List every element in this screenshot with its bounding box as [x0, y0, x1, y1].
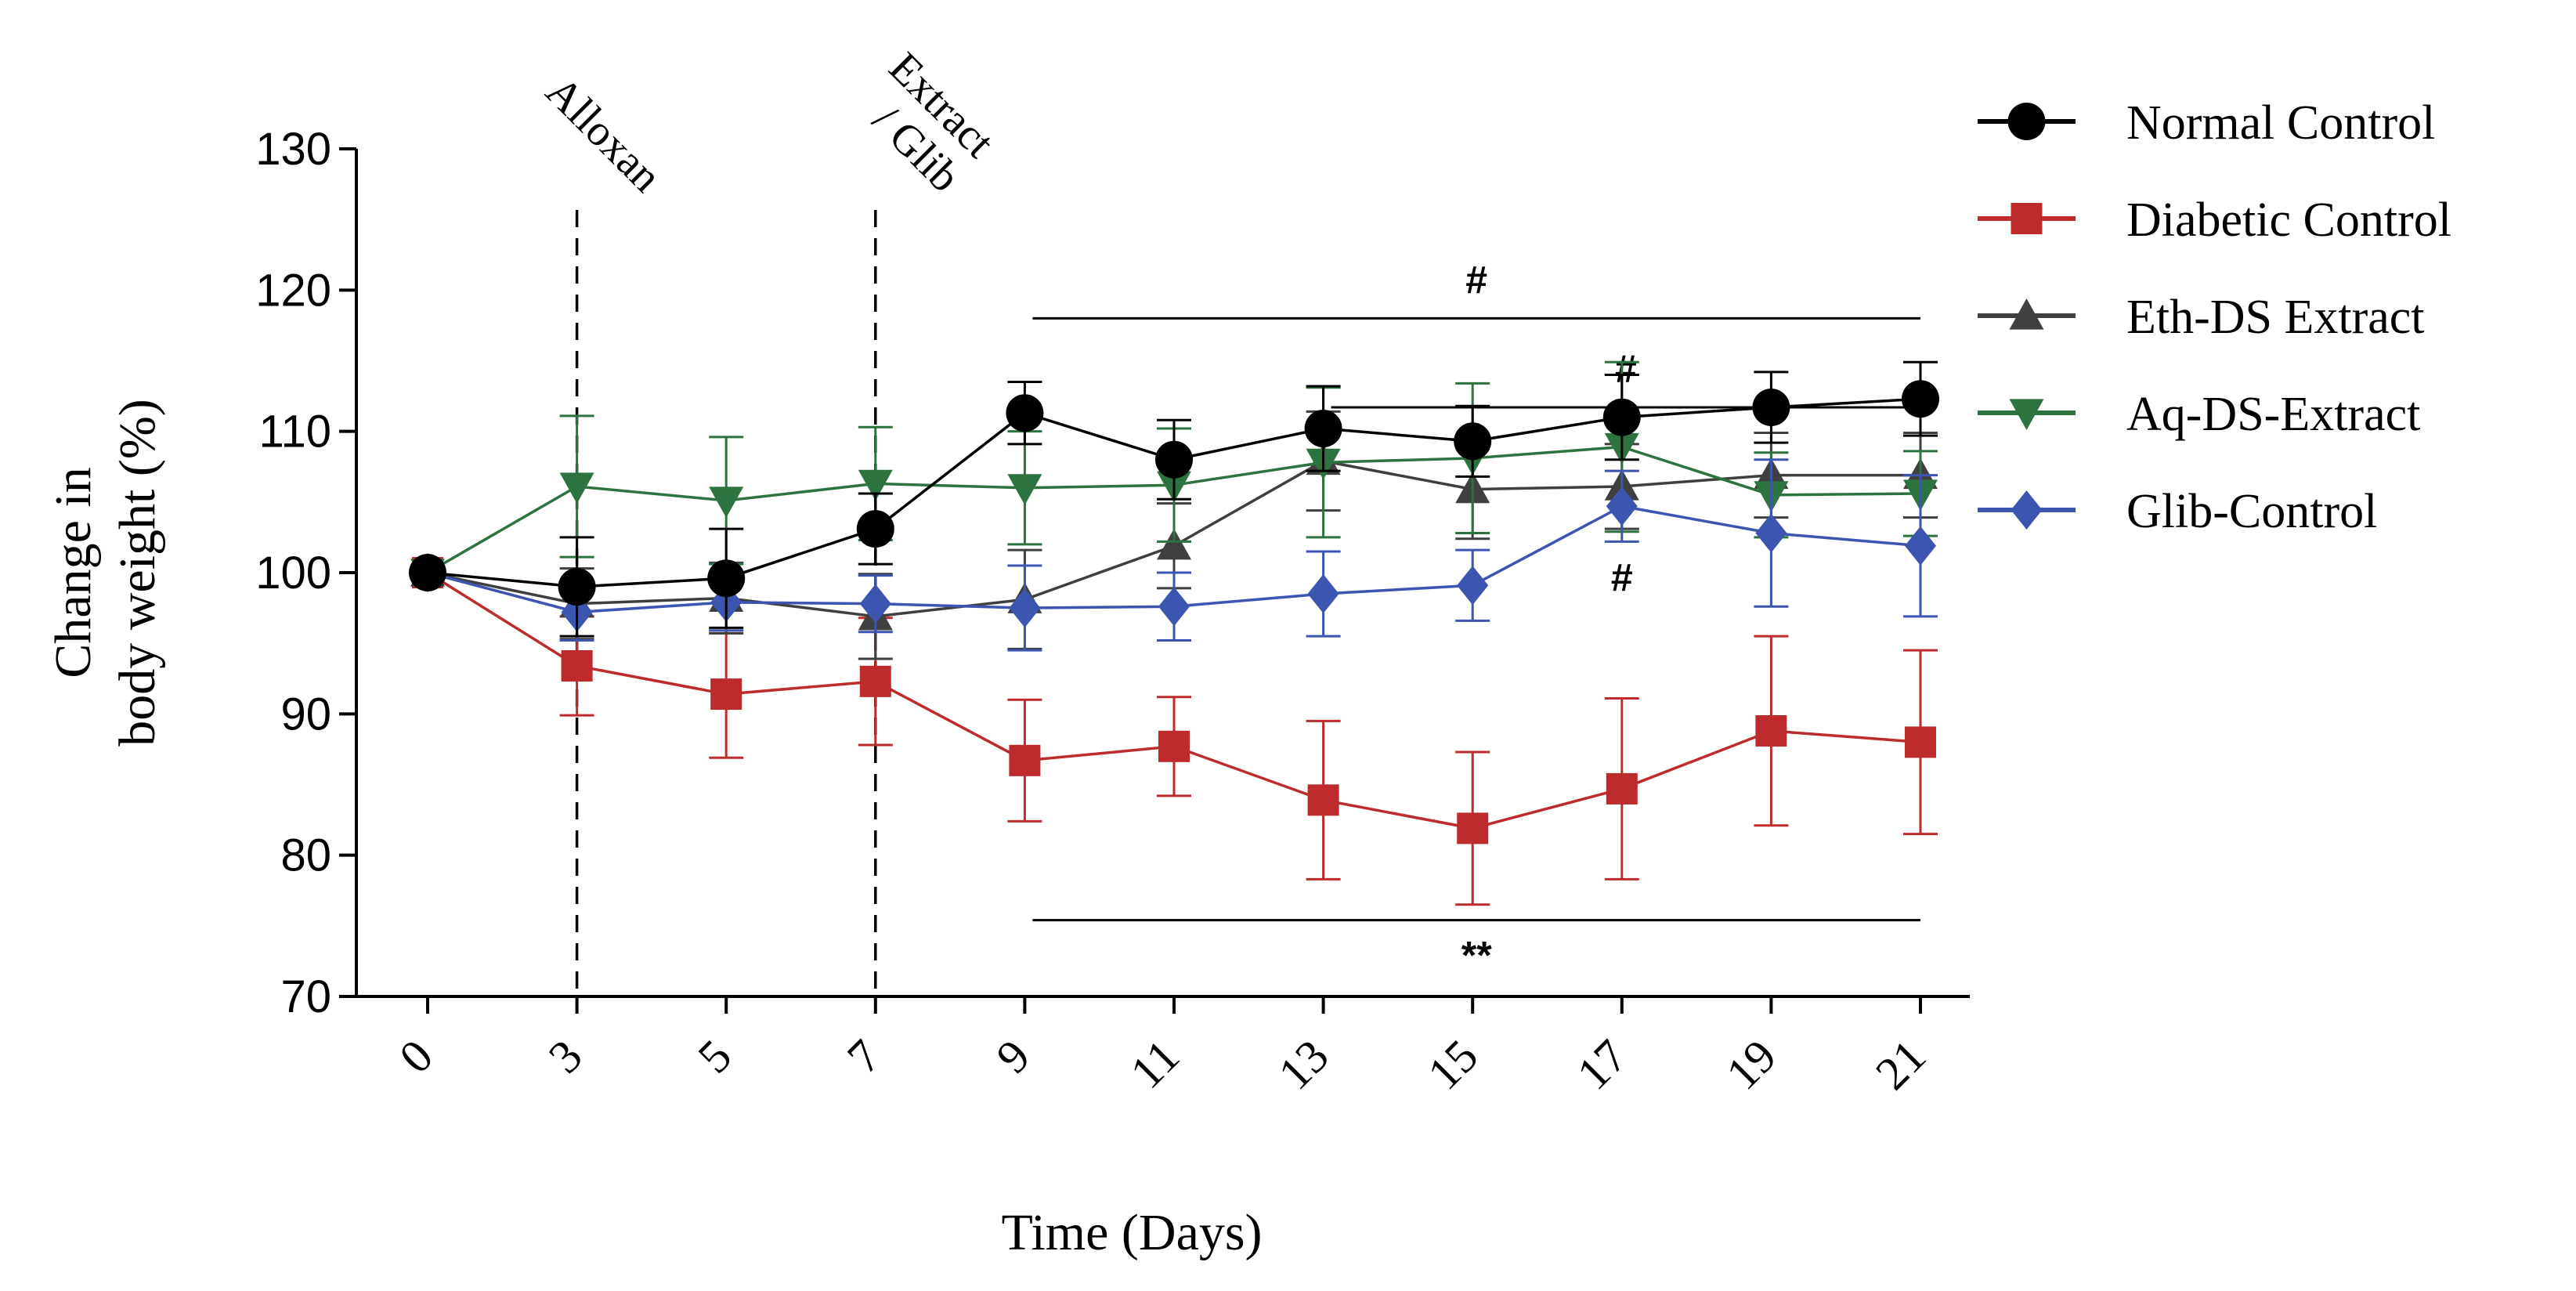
y-tick-label: 120	[255, 265, 331, 316]
legend-item: Diabetic Control	[1978, 193, 2451, 247]
legend-item: Aq-DS-Extract	[1978, 388, 2420, 441]
data-point	[1009, 744, 1041, 776]
data-point	[1157, 528, 1191, 560]
significance-label: #	[1615, 347, 1637, 391]
data-point	[1902, 380, 1939, 418]
legend-label: Aq-DS-Extract	[2126, 388, 2420, 441]
data-point	[709, 486, 744, 519]
significance-label: #	[1611, 555, 1633, 599]
legend-swatch-marker	[2009, 399, 2044, 430]
legend: Normal Control Diabetic Control Eth-DS Ext…	[1978, 96, 2451, 538]
legend-label: Diabetic Control	[2126, 193, 2451, 247]
data-point	[1457, 812, 1489, 844]
y-axis-title: Change in body weight (%)	[45, 399, 166, 747]
x-tick-label: 9	[987, 1030, 1040, 1083]
series-normal-control	[409, 360, 1939, 638]
data-point	[1307, 574, 1339, 614]
y-tick-label: 90	[280, 689, 331, 740]
y-tick-label: 100	[255, 548, 331, 598]
data-point	[559, 472, 594, 504]
data-point	[1755, 714, 1787, 747]
y-axis-title-line: body weight (%)	[109, 399, 166, 747]
vertical-marker-label: Extract/ Glib	[845, 43, 1003, 201]
legend-item: Eth-DS Extract	[1978, 291, 2425, 344]
data-point	[858, 469, 893, 501]
significance-annotations: # # # **	[1032, 258, 1920, 978]
data-point	[1307, 784, 1339, 816]
data-point	[1158, 587, 1190, 627]
x-tick-label: 15	[1418, 1030, 1487, 1100]
data-point	[710, 678, 742, 711]
data-point	[409, 554, 446, 591]
x-tick-label: 7	[837, 1030, 891, 1083]
data-point	[1006, 394, 1044, 432]
legend-label: Normal Control	[2126, 96, 2435, 150]
legend-swatch-marker	[2009, 298, 2044, 330]
data-point	[1606, 486, 1638, 526]
x-axis-title: Time (Days)	[1001, 1204, 1262, 1261]
plot-area	[409, 360, 1939, 906]
data-point	[1009, 588, 1041, 628]
legend-label: Glib-Control	[2126, 485, 2377, 538]
vertical-markers: Alloxan Extract/ Glib	[537, 43, 1004, 996]
data-point	[1602, 398, 1641, 436]
data-point	[1007, 474, 1042, 505]
data-point	[1905, 526, 1936, 566]
x-tick-label: 19	[1716, 1030, 1786, 1100]
legend-swatch-marker	[2011, 490, 2043, 530]
y-tick-label: 70	[280, 971, 331, 1022]
x-tick-label: 11	[1121, 1030, 1190, 1099]
data-point	[1606, 772, 1638, 805]
x-tick-label: 3	[539, 1030, 592, 1083]
data-point	[1905, 726, 1936, 758]
axes: 70 80 90 100 110 120 130 0 3 5 7 9 11 13 15 17 19 21 Time …	[45, 124, 1970, 1261]
x-tick-label: 17	[1567, 1030, 1637, 1100]
data-point	[1304, 410, 1342, 448]
x-tick-label: 13	[1269, 1030, 1339, 1100]
x-tick-label: 21	[1866, 1030, 1935, 1100]
y-tick-label: 110	[259, 407, 331, 457]
legend-swatch-marker	[2007, 103, 2046, 140]
data-point	[707, 559, 746, 598]
data-point	[561, 650, 593, 682]
data-point	[1752, 389, 1790, 427]
legend-item: Glib-Control	[1978, 485, 2377, 538]
data-point	[1457, 566, 1489, 606]
data-point	[1158, 730, 1190, 762]
vertical-marker-label-line: Alloxan	[537, 67, 670, 201]
data-point	[1454, 422, 1492, 461]
series-diabetic-control	[412, 557, 1938, 906]
data-point	[856, 510, 894, 548]
data-point	[859, 665, 891, 697]
legend-label: Eth-DS Extract	[2126, 291, 2425, 344]
x-tick-label: 0	[389, 1030, 443, 1083]
data-point	[1155, 440, 1193, 479]
data-point	[859, 584, 891, 624]
legend-swatch-marker	[2011, 203, 2043, 234]
y-tick-label: 80	[280, 830, 331, 881]
significance-label: **	[1461, 934, 1492, 978]
data-point	[1755, 513, 1787, 553]
vertical-marker-label: Alloxan	[537, 67, 670, 201]
significance-label: #	[1465, 258, 1487, 302]
data-point	[558, 568, 596, 606]
y-axis-title-line: Change in	[45, 467, 102, 678]
legend-item: Normal Control	[1978, 96, 2435, 150]
y-tick-label: 130	[255, 124, 331, 175]
x-tick-label: 5	[688, 1030, 742, 1083]
